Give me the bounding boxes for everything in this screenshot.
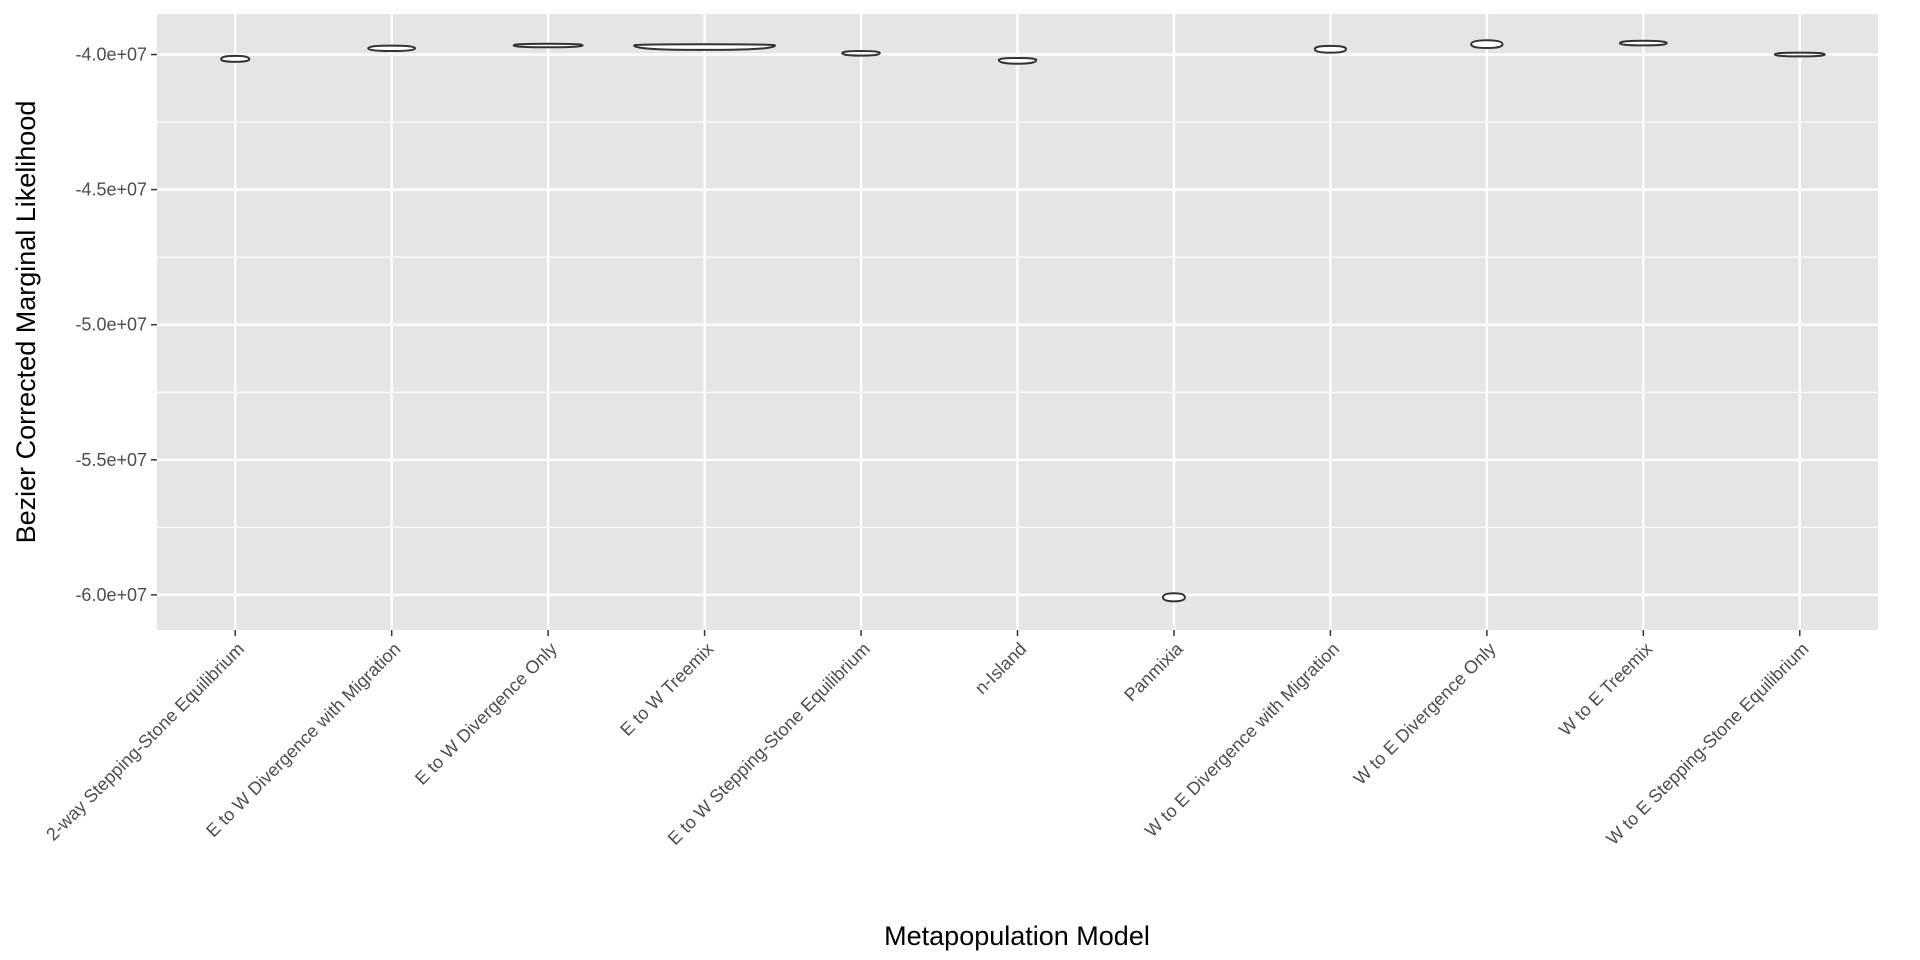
violin-10 xyxy=(1773,51,1826,58)
violin-2 xyxy=(512,42,584,49)
y-axis: -6.0e+07 -5.5e+07 -5.0e+07 -4.5e+07 -4.0e+07 xyxy=(75,45,157,605)
x-tick-label: W to E Treemix xyxy=(1555,639,1656,740)
y-tick-label: -5.5e+07 xyxy=(75,450,147,470)
x-tick-label: Panmixia xyxy=(1120,638,1187,705)
violin-6 xyxy=(1161,592,1186,603)
violin-8 xyxy=(1470,39,1504,50)
major-gridlines xyxy=(157,14,1878,630)
y-tick-label: -4.5e+07 xyxy=(75,180,147,200)
violin-5 xyxy=(997,57,1038,65)
y-axis-title: Bezier Corrected Marginal Likelihood xyxy=(11,101,41,544)
x-tick-label: E to W Treemix xyxy=(616,639,717,740)
violin-9 xyxy=(1618,39,1668,47)
x-tick-label: E to W Divergence Only xyxy=(411,639,561,789)
x-tick-label: n-Island xyxy=(971,639,1030,698)
violins xyxy=(220,39,1826,603)
x-axis-title: Metapopulation Model xyxy=(884,921,1150,951)
violin-7 xyxy=(1313,44,1348,54)
x-tick-label: W to E Divergence Only xyxy=(1350,639,1500,789)
violin-0 xyxy=(220,54,251,63)
violin-1 xyxy=(367,44,417,53)
x-tick-label: E to W Divergence with Migration xyxy=(202,639,404,841)
x-tick-label: W to E Divergence with Migration xyxy=(1141,639,1343,841)
y-tick-label: -4.0e+07 xyxy=(75,45,147,65)
y-tick-label: -5.0e+07 xyxy=(75,315,147,335)
y-tick-label: -6.0e+07 xyxy=(75,585,147,605)
violin-4 xyxy=(841,50,881,57)
violin-3 xyxy=(633,43,776,51)
